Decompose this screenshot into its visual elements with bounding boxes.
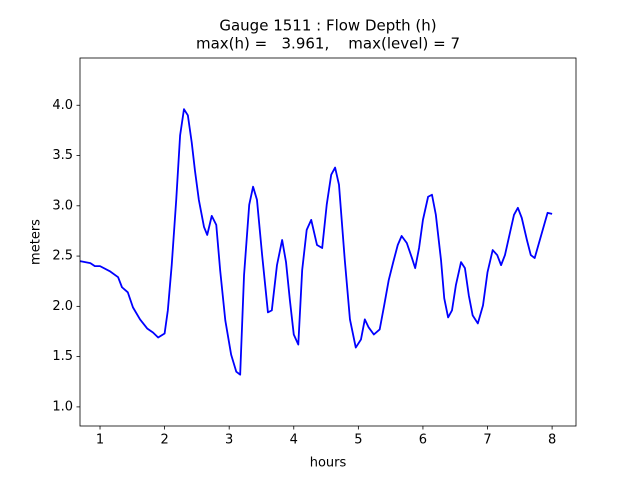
y-tick-label: 2.5 xyxy=(52,249,73,264)
y-tick-label: 1.0 xyxy=(52,399,73,414)
y-tick-label: 3.0 xyxy=(52,198,73,213)
y-axis-label: meters xyxy=(29,219,44,265)
x-tick-label: 5 xyxy=(354,433,362,448)
x-tick-label: 2 xyxy=(160,433,168,448)
x-tick-label: 3 xyxy=(225,433,233,448)
chart-title: Gauge 1511 : Flow Depth (h) xyxy=(219,17,436,35)
x-tick-label: 6 xyxy=(419,433,427,448)
plot-frame xyxy=(79,57,577,427)
x-tick-label: 8 xyxy=(548,433,556,448)
y-tick-label: 1.5 xyxy=(52,349,73,364)
y-tick-label: 3.5 xyxy=(52,148,73,163)
x-tick-label: 4 xyxy=(290,433,298,448)
x-axis-label: hours xyxy=(310,456,347,471)
y-tick-label: 2.0 xyxy=(52,299,73,314)
chart-subtitle: max(h) = 3.961, max(level) = 7 xyxy=(196,35,460,53)
x-tick-label: 7 xyxy=(483,433,491,448)
y-tick-label: 4.0 xyxy=(52,98,73,113)
x-tick-label: 1 xyxy=(96,433,104,448)
data-line xyxy=(79,108,553,376)
